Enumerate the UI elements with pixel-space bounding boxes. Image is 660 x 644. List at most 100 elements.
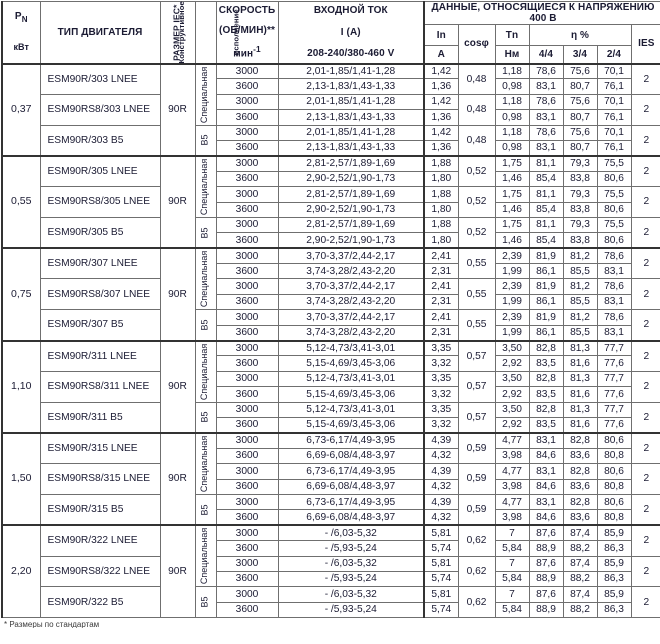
cell-cosphi: 0,59 [457, 493, 496, 526]
cell-motor-type: ESM90R/305 B5 [39, 216, 161, 249]
cell-eta-24: 83,1 [596, 263, 632, 280]
cell-eta-44: 81,9 [528, 278, 564, 295]
cell-construction: B5 [194, 124, 217, 157]
cell-eta-24: 80,8 [596, 447, 632, 465]
cell-eta-44: 83,1 [528, 431, 564, 449]
cell-in: 5,74 [423, 570, 459, 588]
cell-eta-44: 87,6 [528, 555, 564, 572]
cell-tn: 1,99 [494, 263, 530, 280]
cell-motor-type: ESM90R/322 B5 [39, 586, 161, 619]
cell-eta-24: 86,3 [596, 601, 632, 619]
header-speed-title: СКОРОСТЬ [218, 5, 276, 17]
cell-cosphi: 0,52 [457, 186, 496, 218]
cell-eta-44: 88,9 [528, 570, 564, 588]
cell-eta-44: 81,1 [528, 154, 564, 172]
cell-motor-type: ESM90RS8/307 LNEE [39, 278, 161, 311]
cell-input-current: 2,90-2,52/1,90-1,73 [277, 201, 425, 218]
table-row: 3600 2,90-2,52/1,90-1,73 1,80 1,46 85,4 83,8 8… [2, 232, 660, 249]
header-construction-line2: исполнение [231, 9, 241, 56]
cell-eta-34: 83,8 [562, 232, 598, 249]
cell-eta-24: 85,9 [596, 524, 632, 542]
cell-eta-34: 81,2 [562, 247, 598, 265]
cell-speed: 3000 [215, 339, 279, 357]
cell-construction: Специальная [194, 154, 217, 218]
cell-eta-44: 87,6 [528, 524, 564, 542]
cell-input-current: 6,69-6,08/4,48-3,97 [277, 447, 425, 465]
table-row: 1,50 ESM90R/315 LNEE 90R Специальная 3000 6,7… [1, 431, 660, 526]
table-row: 0,55 ESM90R/305 LNEE 90R Специальная 3000 2,8… [1, 154, 660, 249]
cell-eta-34: 87,4 [562, 586, 598, 603]
table-row: 3600 3,74-3,28/2,43-2,20 2,31 1,99 86,1 85,5 8… [2, 324, 660, 342]
cell-tn: 2,92 [494, 386, 530, 403]
cell-ies: 2 [630, 216, 660, 249]
cell-cosphi: 0,52 [457, 154, 496, 188]
cell-speed: 3600 [215, 570, 279, 588]
cell-ies: 2 [630, 586, 660, 619]
cell-in: 4,32 [423, 509, 459, 526]
cell-in: 2,31 [423, 263, 459, 280]
cell-tn: 1,75 [494, 216, 530, 234]
cell-speed: 3000 [215, 216, 279, 234]
header-current-sub: I (A) [340, 26, 361, 38]
cell-tn: 2,39 [494, 247, 530, 265]
construction-label: Специальная [199, 66, 210, 123]
cell-tn: 1,99 [494, 293, 530, 311]
table-row: 3600 2,13-1,83/1,43-1,33 1,36 0,98 83,1 80,7 7… [2, 78, 660, 95]
cell-eta-44: 83,1 [528, 493, 564, 511]
cell-eta-24: 77,6 [596, 416, 632, 434]
cell-eta-34: 87,4 [562, 524, 598, 542]
cell-input-current: 5,15-4,69/3,45-3,06 [277, 386, 425, 403]
cell-pn: 0,75 [1, 247, 41, 342]
cell-eta-34: 79,3 [562, 154, 598, 172]
cell-in: 1,42 [423, 124, 459, 141]
cell-in: 5,74 [423, 540, 459, 557]
cell-input-current: 3,74-3,28/2,43-2,20 [277, 263, 425, 280]
cell-motor-type: ESM90RS8/315 LNEE [39, 463, 161, 495]
cell-motor-type: ESM90RS8/303 LNEE [39, 93, 161, 126]
cell-speed: 3600 [215, 293, 279, 311]
cell-ies: 2 [630, 309, 660, 342]
cell-tn: 0,98 [494, 109, 530, 126]
cell-input-current: 2,81-2,57/1,89-1,69 [277, 154, 425, 172]
cell-in: 4,39 [423, 463, 459, 480]
cell-eta-24: 70,1 [596, 62, 632, 80]
cell-input-current: 2,13-1,83/1,43-1,33 [277, 109, 425, 126]
cell-in: 1,36 [423, 109, 459, 126]
cell-eta-44: 84,6 [528, 447, 564, 465]
cell-eta-24: 77,6 [596, 386, 632, 403]
cell-tn: 4,77 [494, 493, 530, 511]
cell-speed: 3600 [215, 201, 279, 218]
cell-ies: 2 [630, 154, 660, 188]
cell-eta-34: 81,3 [562, 370, 598, 388]
construction-label: Специальная [199, 343, 210, 400]
header-construction: Конструктивное исполнение [177, 1, 240, 64]
cell-eta-44: 81,1 [528, 216, 564, 234]
cell-cosphi: 0,59 [457, 431, 496, 465]
header-current-title: ВХОДНОЙ ТОК [313, 5, 388, 17]
cell-in: 4,32 [423, 447, 459, 465]
cell-input-current: - /5,93-5,24 [277, 570, 425, 588]
cell-tn: 7 [494, 524, 530, 542]
table-row: ESM90RS8/305 LNEE 3000 2,81-2,57/1,89-1,69… [2, 186, 660, 218]
cell-eta-44: 83,5 [528, 386, 564, 403]
cell-eta-44: 82,8 [528, 401, 564, 418]
cell-tn: 0,98 [494, 139, 530, 157]
table-row: ESM90RS8/322 LNEE 3000- /6,03-5,32 5,81 0,6… [2, 555, 660, 588]
cell-eta-34: 85,5 [562, 324, 598, 342]
construction-label: Специальная [199, 251, 210, 308]
cell-speed: 3000 [215, 401, 279, 418]
cell-input-current: 3,70-3,37/2,44-2,17 [277, 278, 425, 295]
cell-tn: 4,77 [494, 431, 530, 449]
cell-in: 5,81 [423, 555, 459, 572]
cell-in: 3,35 [423, 339, 459, 357]
table-row: 3600 6,69-6,08/4,48-3,97 4,32 3,98 84,6 83,6 8… [2, 447, 660, 465]
cell-eta-44: 86,1 [528, 293, 564, 311]
cell-speed: 3000 [215, 186, 279, 203]
construction-label: B5 [199, 134, 210, 146]
cell-eta-24: 77,7 [596, 401, 632, 418]
cell-motor-type: ESM90R/307 B5 [39, 309, 161, 342]
cell-eta-44: 87,6 [528, 586, 564, 603]
cell-eta-44: 85,4 [528, 232, 564, 249]
cell-in: 3,32 [423, 416, 459, 434]
table-row: 0,75 ESM90R/307 LNEE 90R Специальная 3000 3,7… [1, 247, 660, 342]
